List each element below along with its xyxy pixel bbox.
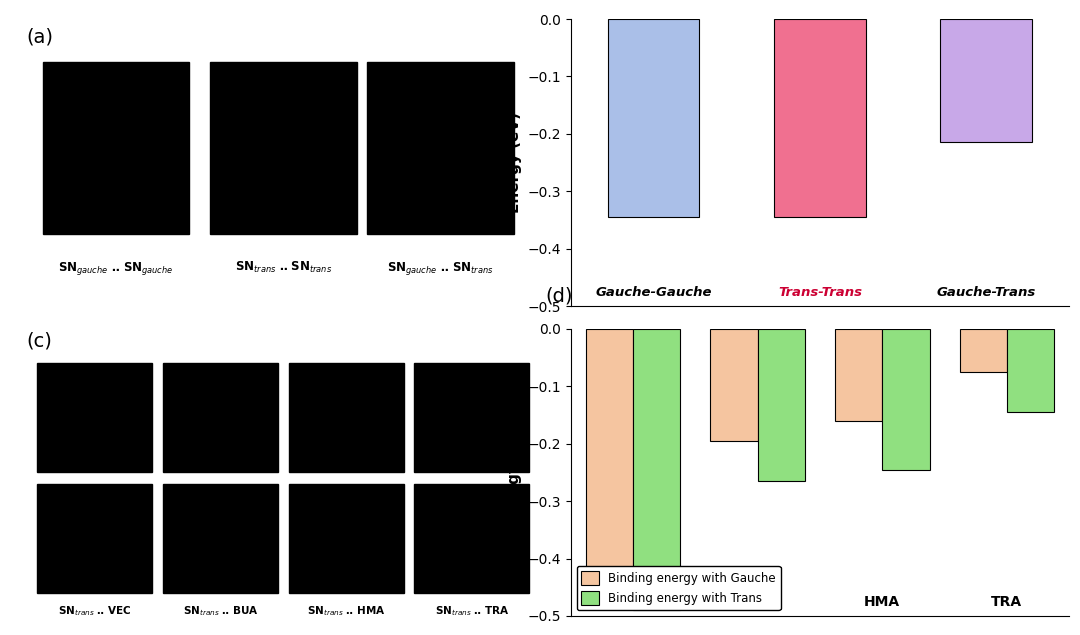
Text: SN$_{trans}$ ‥ BUA: SN$_{trans}$ ‥ BUA [183,605,258,618]
Y-axis label: Energy (eV): Energy (eV) [507,422,522,523]
Text: SN$_{trans}$ ‥ SN$_{trans}$: SN$_{trans}$ ‥ SN$_{trans}$ [234,260,332,275]
Text: HMA: HMA [864,595,901,609]
FancyBboxPatch shape [38,363,152,472]
FancyBboxPatch shape [42,62,189,234]
FancyBboxPatch shape [288,363,404,472]
Bar [774,19,866,217]
FancyBboxPatch shape [415,484,529,593]
Text: (d): (d) [545,286,573,305]
Text: SN$_{gauche}$ ‥ SN$_{trans}$: SN$_{gauche}$ ‥ SN$_{trans}$ [387,260,494,277]
Text: TRA: TRA [991,595,1023,609]
FancyBboxPatch shape [163,484,279,593]
Bar [608,19,700,217]
Text: VEC: VEC [618,595,648,609]
Text: (a): (a) [27,28,54,46]
Text: (c): (c) [27,332,53,351]
FancyBboxPatch shape [163,363,279,472]
FancyBboxPatch shape [38,484,152,593]
Bar [835,329,882,421]
FancyBboxPatch shape [367,62,514,234]
Bar [1007,329,1054,412]
Bar [633,329,680,610]
Text: SN$_{gauche}$ ‥ VEC: SN$_{gauche}$ ‥ VEC [54,484,136,498]
Text: SN$_{gauche}$ ‥ HMA: SN$_{gauche}$ ‥ HMA [303,484,390,498]
Text: SN$_{trans}$ ‥ HMA: SN$_{trans}$ ‥ HMA [307,605,386,618]
Bar [941,19,1031,142]
Bar [711,329,757,441]
Text: BUA: BUA [742,595,773,609]
FancyBboxPatch shape [415,363,529,472]
Text: SN$_{trans}$ ‥ TRA: SN$_{trans}$ ‥ TRA [434,605,509,618]
Text: SN$_{trans}$ ‥ VEC: SN$_{trans}$ ‥ VEC [58,605,132,618]
FancyBboxPatch shape [288,484,404,593]
Text: SN$_{gauche}$ ‥ BUA: SN$_{gauche}$ ‥ BUA [178,484,262,498]
Text: SN$_{gauche}$ ‥ SN$_{gauche}$: SN$_{gauche}$ ‥ SN$_{gauche}$ [58,260,174,277]
Bar [882,329,930,470]
Bar [585,329,633,570]
Legend: Binding energy with Gauche, Binding energy with Trans: Binding energy with Gauche, Binding ener… [577,566,781,610]
Text: Trans-Trans: Trans-Trans [778,286,862,299]
Bar [757,329,805,481]
Text: Gauche-Trans: Gauche-Trans [936,286,1036,299]
Text: SN$_{gauche}$ ‥ TRA: SN$_{gauche}$ ‥ TRA [431,484,513,498]
Y-axis label: Energy (eV): Energy (eV) [507,112,522,213]
Text: Gauche-Gauche: Gauche-Gauche [595,286,712,299]
Bar [959,329,1007,372]
FancyBboxPatch shape [210,62,356,234]
